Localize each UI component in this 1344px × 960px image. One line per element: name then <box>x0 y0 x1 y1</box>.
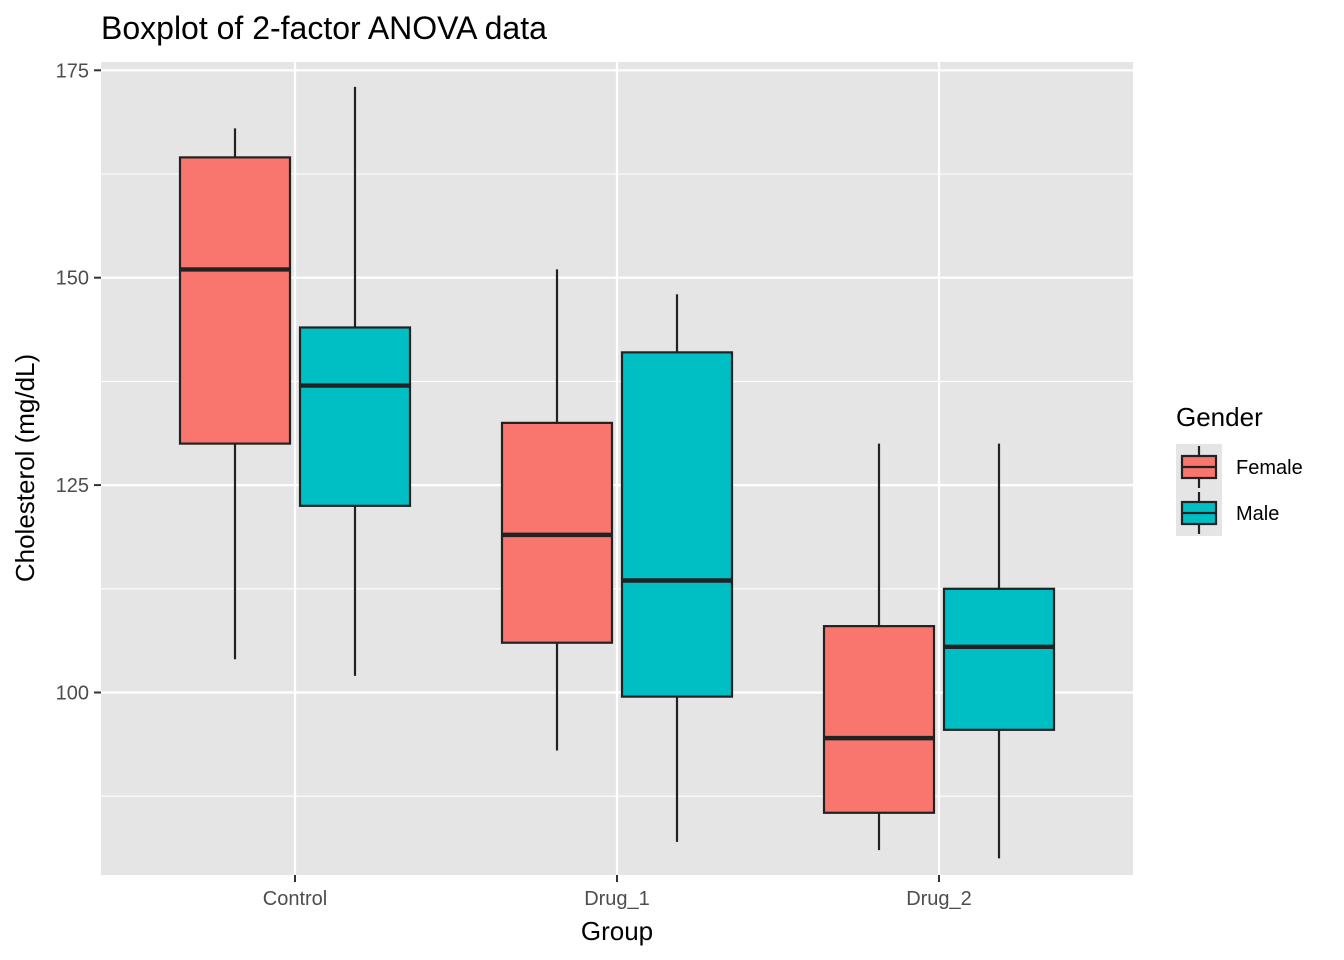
legend-label: Male <box>1236 503 1279 525</box>
box-male-drug_1 <box>620 294 734 842</box>
y-tick-label: 175 <box>56 60 89 82</box>
box-female-control <box>178 128 292 660</box>
boxes <box>178 86 1056 859</box>
y-axis-title: Cholesterol (mg/dL) <box>10 354 40 582</box>
y-tick-label: 150 <box>56 268 89 290</box>
axes: 100 125 150 175 Control Drug_1 Drug_2 <box>56 60 972 910</box>
chart-title: Boxplot of 2-factor ANOVA data <box>101 10 547 46</box>
y-tick-label: 125 <box>56 475 89 497</box>
x-tick-label: Drug_1 <box>584 888 650 910</box>
legend-label: Female <box>1236 457 1303 479</box>
box-body <box>822 625 936 814</box>
box-body <box>942 587 1056 731</box>
box-male-drug_2 <box>942 443 1056 859</box>
x-axis-title: Group <box>581 916 653 946</box>
y-tick-label: 100 <box>56 682 89 704</box>
box-body <box>298 326 412 507</box>
box-female-drug_2 <box>822 443 936 851</box>
legend-item-male: Male <box>1176 490 1279 536</box>
x-tick-label: Control <box>263 888 327 910</box>
box-female-drug_1 <box>500 269 614 751</box>
box-male-control <box>298 86 412 676</box>
legend-title: Gender <box>1176 402 1263 432</box>
legend-item-female: Female <box>1176 444 1303 490</box>
legend: Gender Female Male <box>1176 402 1303 536</box>
box-body <box>178 156 292 445</box>
box-body <box>620 351 734 698</box>
x-tick-label: Drug_2 <box>906 888 972 910</box>
